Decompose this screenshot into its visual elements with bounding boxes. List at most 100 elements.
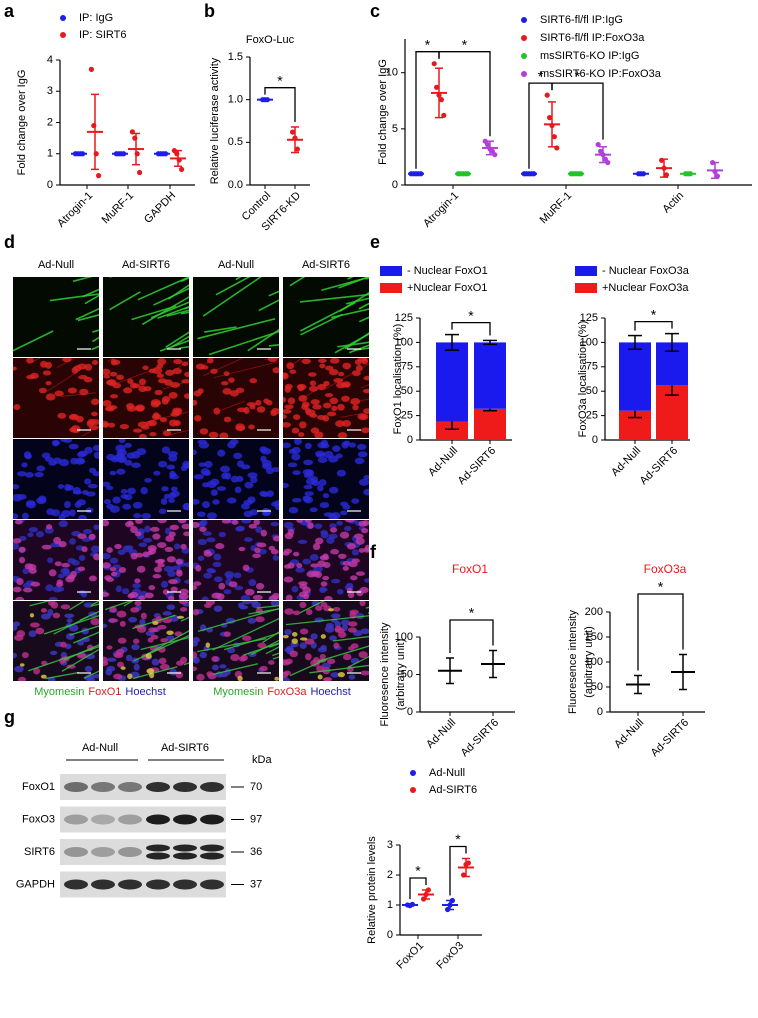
nucleus (168, 492, 177, 499)
fiber (141, 630, 189, 658)
x-tick-label: Ad-SIRT6 (456, 445, 498, 487)
nucleus (137, 626, 147, 633)
nucleus (143, 386, 152, 392)
nucleus (217, 449, 226, 457)
nucleus (363, 578, 369, 583)
nucleus (78, 514, 87, 519)
nucleus (144, 592, 154, 599)
nucleus (156, 363, 164, 369)
bar-segment (474, 408, 506, 440)
column-header: Ad-SIRT6 (302, 259, 350, 271)
y-tick-label: 3 (47, 85, 53, 97)
nucleus (183, 502, 189, 511)
nucleus (142, 551, 149, 558)
nucleus (120, 666, 126, 670)
micrograph (103, 439, 189, 519)
nucleus (46, 524, 53, 530)
column-header: Ad-Null (38, 259, 74, 271)
nucleus (312, 404, 322, 410)
nucleus (337, 432, 348, 438)
fiber (159, 339, 189, 352)
nucleus (110, 394, 119, 399)
nucleus (198, 462, 207, 467)
nucleus (243, 406, 250, 414)
nucleus (93, 673, 99, 679)
nucleus (348, 627, 357, 633)
nucleus (132, 383, 141, 389)
legend-label: Ad-Null (429, 767, 465, 779)
nucleus (79, 388, 89, 396)
nucleus (71, 560, 80, 566)
nucleus (150, 526, 160, 532)
fiber (69, 625, 99, 636)
nucleus (229, 439, 239, 445)
nucleus (255, 526, 263, 534)
significance-label: * (415, 863, 421, 879)
nucleus (238, 546, 246, 552)
micrograph (13, 358, 99, 438)
nucleus (105, 577, 115, 582)
y-axis-label: (arbitratry unit) (583, 626, 595, 698)
nucleus (269, 595, 278, 600)
x-tick-label: Ad-Null (424, 717, 458, 751)
nucleus (364, 544, 369, 552)
nucleus (215, 543, 225, 550)
nucleus (317, 674, 323, 680)
nucleus (283, 372, 289, 380)
nucleus (119, 424, 130, 430)
nucleus (336, 469, 346, 477)
nucleus (108, 422, 116, 428)
nucleus (34, 472, 44, 478)
nucleus (117, 457, 126, 464)
blot-band (146, 879, 170, 890)
fiber (61, 648, 99, 672)
blot-row-label: SIRT6 (24, 846, 55, 858)
nucleus (122, 503, 132, 510)
nucleus (103, 481, 111, 487)
nucleus (260, 455, 267, 463)
nucleus (352, 404, 359, 411)
nucleus (242, 635, 252, 641)
nucleus (344, 525, 352, 532)
nucleus (181, 361, 189, 366)
nucleus (221, 472, 229, 480)
nucleus (45, 584, 54, 592)
nucleus (103, 553, 111, 560)
nucleus (180, 543, 187, 550)
nucleus (59, 439, 68, 443)
nucleus (168, 578, 178, 585)
nucleus (283, 409, 292, 414)
x-tick-label: GAPDH (142, 190, 178, 226)
nucleus (23, 451, 32, 459)
nucleus (291, 446, 301, 454)
nucleus (331, 613, 341, 619)
legend-label: msSIRT6-KO IP:FoxO3a (540, 68, 662, 80)
nucleus (116, 610, 127, 618)
nucleus (292, 551, 300, 557)
y-axis-label: Fold change over IgG (377, 59, 389, 165)
nucleus (320, 531, 329, 539)
nucleus (322, 402, 332, 409)
x-tick-label: Ad-SIRT6 (638, 445, 680, 487)
nucleus (30, 372, 39, 379)
nucleus (160, 638, 168, 643)
significance-label: * (469, 605, 475, 621)
nucleus (168, 595, 175, 600)
nucleus (118, 567, 127, 574)
nucleus (354, 359, 362, 365)
blot-band (173, 879, 197, 890)
nucleus (213, 407, 221, 415)
nucleus (346, 543, 356, 550)
y-tick-label: 0 (47, 179, 53, 191)
fiber (248, 608, 279, 615)
nucleus (120, 494, 128, 499)
legend-marker (575, 266, 597, 276)
nucleus (336, 588, 344, 595)
caption-word: Myomesin (34, 686, 84, 698)
nucleus (322, 493, 330, 499)
nucleus (48, 597, 58, 600)
blot-band (200, 782, 224, 792)
significance-label: * (462, 36, 468, 52)
fiber (27, 358, 42, 365)
